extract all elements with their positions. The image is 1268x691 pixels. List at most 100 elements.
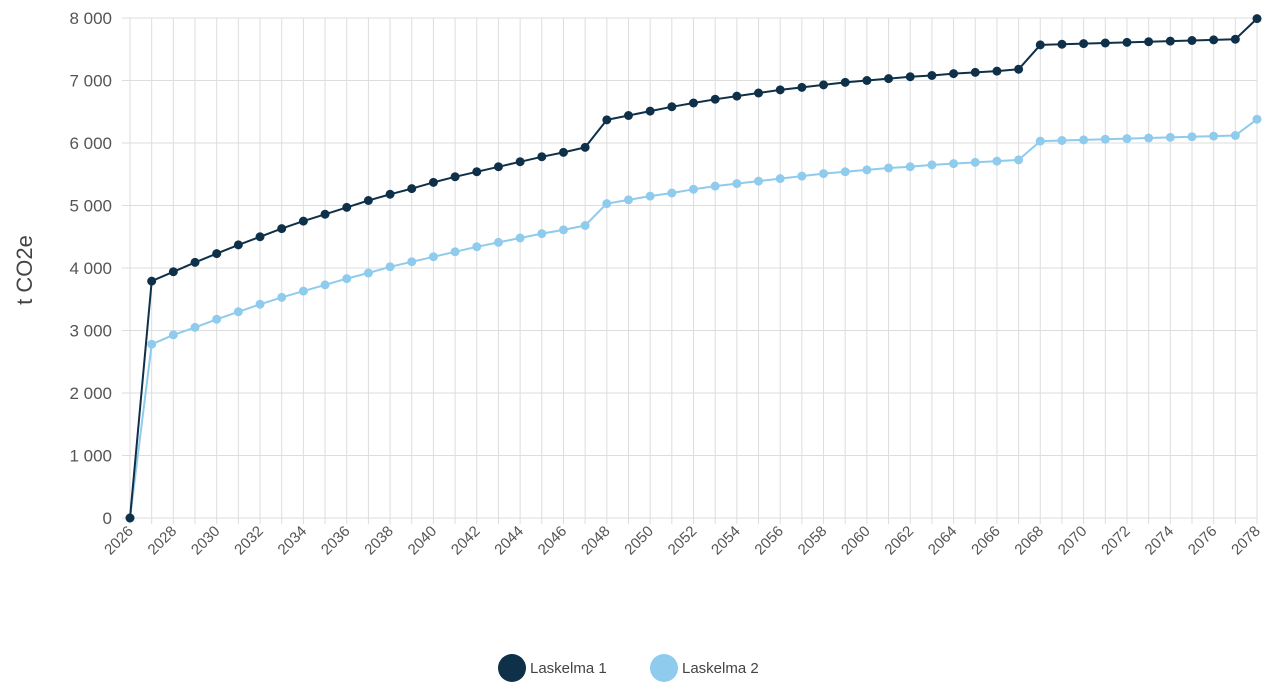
data-point[interactable] <box>212 314 222 324</box>
data-point[interactable] <box>580 142 590 152</box>
data-point[interactable] <box>385 189 395 199</box>
data-point[interactable] <box>537 229 547 239</box>
data-point[interactable] <box>1122 37 1132 47</box>
data-point[interactable] <box>992 156 1002 166</box>
data-point[interactable] <box>1252 14 1262 24</box>
data-point[interactable] <box>775 174 785 184</box>
data-point[interactable] <box>905 72 915 82</box>
data-point[interactable] <box>580 221 590 230</box>
data-point[interactable] <box>927 160 937 170</box>
data-point[interactable] <box>732 179 742 189</box>
data-point[interactable] <box>537 152 547 162</box>
data-point[interactable] <box>428 252 438 262</box>
data-point[interactable] <box>689 98 698 108</box>
data-point[interactable] <box>884 74 894 84</box>
data-point[interactable] <box>255 299 265 309</box>
data-point[interactable] <box>147 339 157 349</box>
data-point[interactable] <box>1252 114 1262 124</box>
data-point[interactable] <box>732 91 742 101</box>
data-point[interactable] <box>450 172 460 182</box>
data-point[interactable] <box>1230 34 1240 44</box>
data-point[interactable] <box>320 209 330 219</box>
data-point[interactable] <box>1100 38 1110 48</box>
legend-item[interactable]: Laskelma 2 <box>650 654 759 682</box>
data-point[interactable] <box>190 257 200 267</box>
legend-item[interactable]: Laskelma 1 <box>498 654 607 682</box>
data-point[interactable] <box>970 67 980 77</box>
data-point[interactable] <box>710 94 720 104</box>
data-point[interactable] <box>320 280 330 290</box>
data-point[interactable] <box>862 165 872 175</box>
data-point[interactable] <box>277 292 287 302</box>
data-point[interactable] <box>623 195 633 205</box>
data-point[interactable] <box>645 191 655 201</box>
data-point[interactable] <box>602 115 612 125</box>
data-point[interactable] <box>515 157 525 167</box>
data-point[interactable] <box>667 102 677 112</box>
data-point[interactable] <box>1035 40 1045 50</box>
data-point[interactable] <box>233 240 243 250</box>
data-point[interactable] <box>493 162 503 172</box>
data-point[interactable] <box>775 85 785 95</box>
data-point[interactable] <box>819 80 829 90</box>
data-point[interactable] <box>125 513 135 523</box>
data-point[interactable] <box>298 286 308 296</box>
data-point[interactable] <box>840 167 850 177</box>
data-point[interactable] <box>472 242 482 252</box>
data-point[interactable] <box>884 163 894 173</box>
data-point[interactable] <box>407 184 417 194</box>
data-point[interactable] <box>168 267 178 277</box>
data-point[interactable] <box>1122 134 1132 144</box>
data-point[interactable] <box>927 71 937 80</box>
data-point[interactable] <box>1100 134 1110 144</box>
data-point[interactable] <box>493 237 503 247</box>
data-point[interactable] <box>428 177 438 187</box>
data-point[interactable] <box>385 262 395 272</box>
data-point[interactable] <box>1035 136 1045 146</box>
data-point[interactable] <box>754 88 764 98</box>
data-point[interactable] <box>970 157 980 167</box>
data-point[interactable] <box>1057 136 1067 145</box>
data-point[interactable] <box>1144 37 1154 47</box>
data-point[interactable] <box>1014 64 1024 74</box>
data-point[interactable] <box>623 111 633 120</box>
data-point[interactable] <box>797 82 807 92</box>
data-point[interactable] <box>363 268 373 278</box>
data-point[interactable] <box>1165 36 1175 46</box>
data-point[interactable] <box>819 169 829 179</box>
data-point[interactable] <box>342 274 352 284</box>
data-point[interactable] <box>1079 39 1089 49</box>
data-point[interactable] <box>472 167 482 177</box>
data-point[interactable] <box>1057 39 1067 49</box>
data-point[interactable] <box>1209 131 1219 141</box>
data-point[interactable] <box>1187 132 1197 142</box>
data-point[interactable] <box>1230 131 1240 140</box>
data-point[interactable] <box>342 202 352 212</box>
data-point[interactable] <box>949 69 959 79</box>
data-point[interactable] <box>1165 132 1175 142</box>
data-point[interactable] <box>667 188 677 198</box>
data-point[interactable] <box>515 233 525 243</box>
data-point[interactable] <box>255 232 265 242</box>
data-point[interactable] <box>450 247 460 257</box>
data-point[interactable] <box>1209 35 1219 45</box>
data-point[interactable] <box>147 276 157 286</box>
data-point[interactable] <box>298 216 308 226</box>
data-point[interactable] <box>558 147 568 157</box>
data-point[interactable] <box>407 257 417 267</box>
data-point[interactable] <box>363 196 373 205</box>
data-point[interactable] <box>949 159 959 169</box>
data-point[interactable] <box>168 330 178 340</box>
data-point[interactable] <box>840 77 850 87</box>
data-point[interactable] <box>689 184 698 194</box>
data-point[interactable] <box>212 249 222 259</box>
data-point[interactable] <box>1079 135 1089 145</box>
data-point[interactable] <box>992 66 1002 76</box>
data-point[interactable] <box>905 162 915 172</box>
data-point[interactable] <box>558 225 568 235</box>
data-point[interactable] <box>1144 133 1154 143</box>
data-point[interactable] <box>1014 155 1024 165</box>
data-point[interactable] <box>645 106 655 116</box>
data-point[interactable] <box>754 176 764 186</box>
data-point[interactable] <box>797 171 807 181</box>
